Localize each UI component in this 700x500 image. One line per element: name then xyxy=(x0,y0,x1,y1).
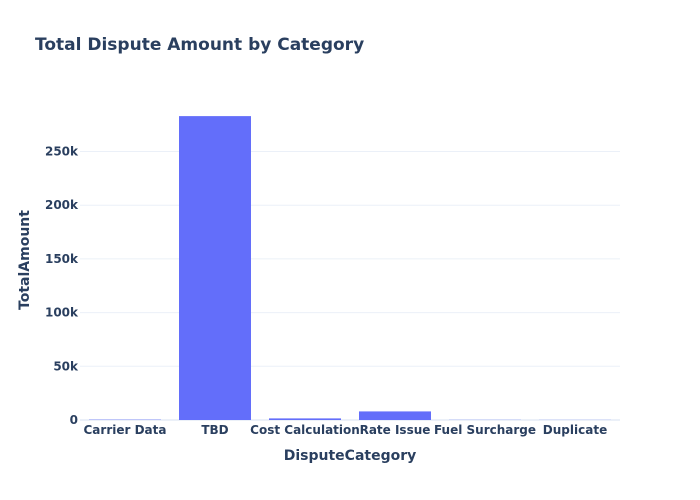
bar[interactable] xyxy=(269,418,341,420)
y-tick-label: 150k xyxy=(45,252,79,266)
y-tick-label: 200k xyxy=(45,198,79,212)
x-tick-label: Carrier Data xyxy=(84,423,167,437)
chart-title: Total Dispute Amount by Category xyxy=(35,35,364,55)
y-axis-title: TotalAmount xyxy=(17,210,33,310)
bars xyxy=(89,116,611,420)
y-tick-label: 50k xyxy=(53,359,79,373)
y-tick-label: 0 xyxy=(70,413,78,427)
gridlines xyxy=(80,151,620,421)
y-tick-labels: 0 50k 100k 150k 200k 250k xyxy=(45,145,79,427)
x-tick-label: Cost Calculation xyxy=(250,423,360,437)
x-tick-label: TBD xyxy=(201,423,228,437)
bar[interactable] xyxy=(359,411,431,420)
x-tick-label: Duplicate xyxy=(543,423,607,437)
x-tick-labels: Carrier Data TBD Cost Calculation Rate Issu… xyxy=(84,423,608,437)
x-tick-label: Fuel Surcharge xyxy=(434,423,536,437)
y-tick-label: 100k xyxy=(45,306,79,320)
x-tick-label: Rate Issue xyxy=(360,423,431,437)
bar[interactable] xyxy=(179,116,251,420)
x-axis-title: DisputeCategory xyxy=(284,448,417,464)
y-tick-label: 250k xyxy=(45,145,79,159)
